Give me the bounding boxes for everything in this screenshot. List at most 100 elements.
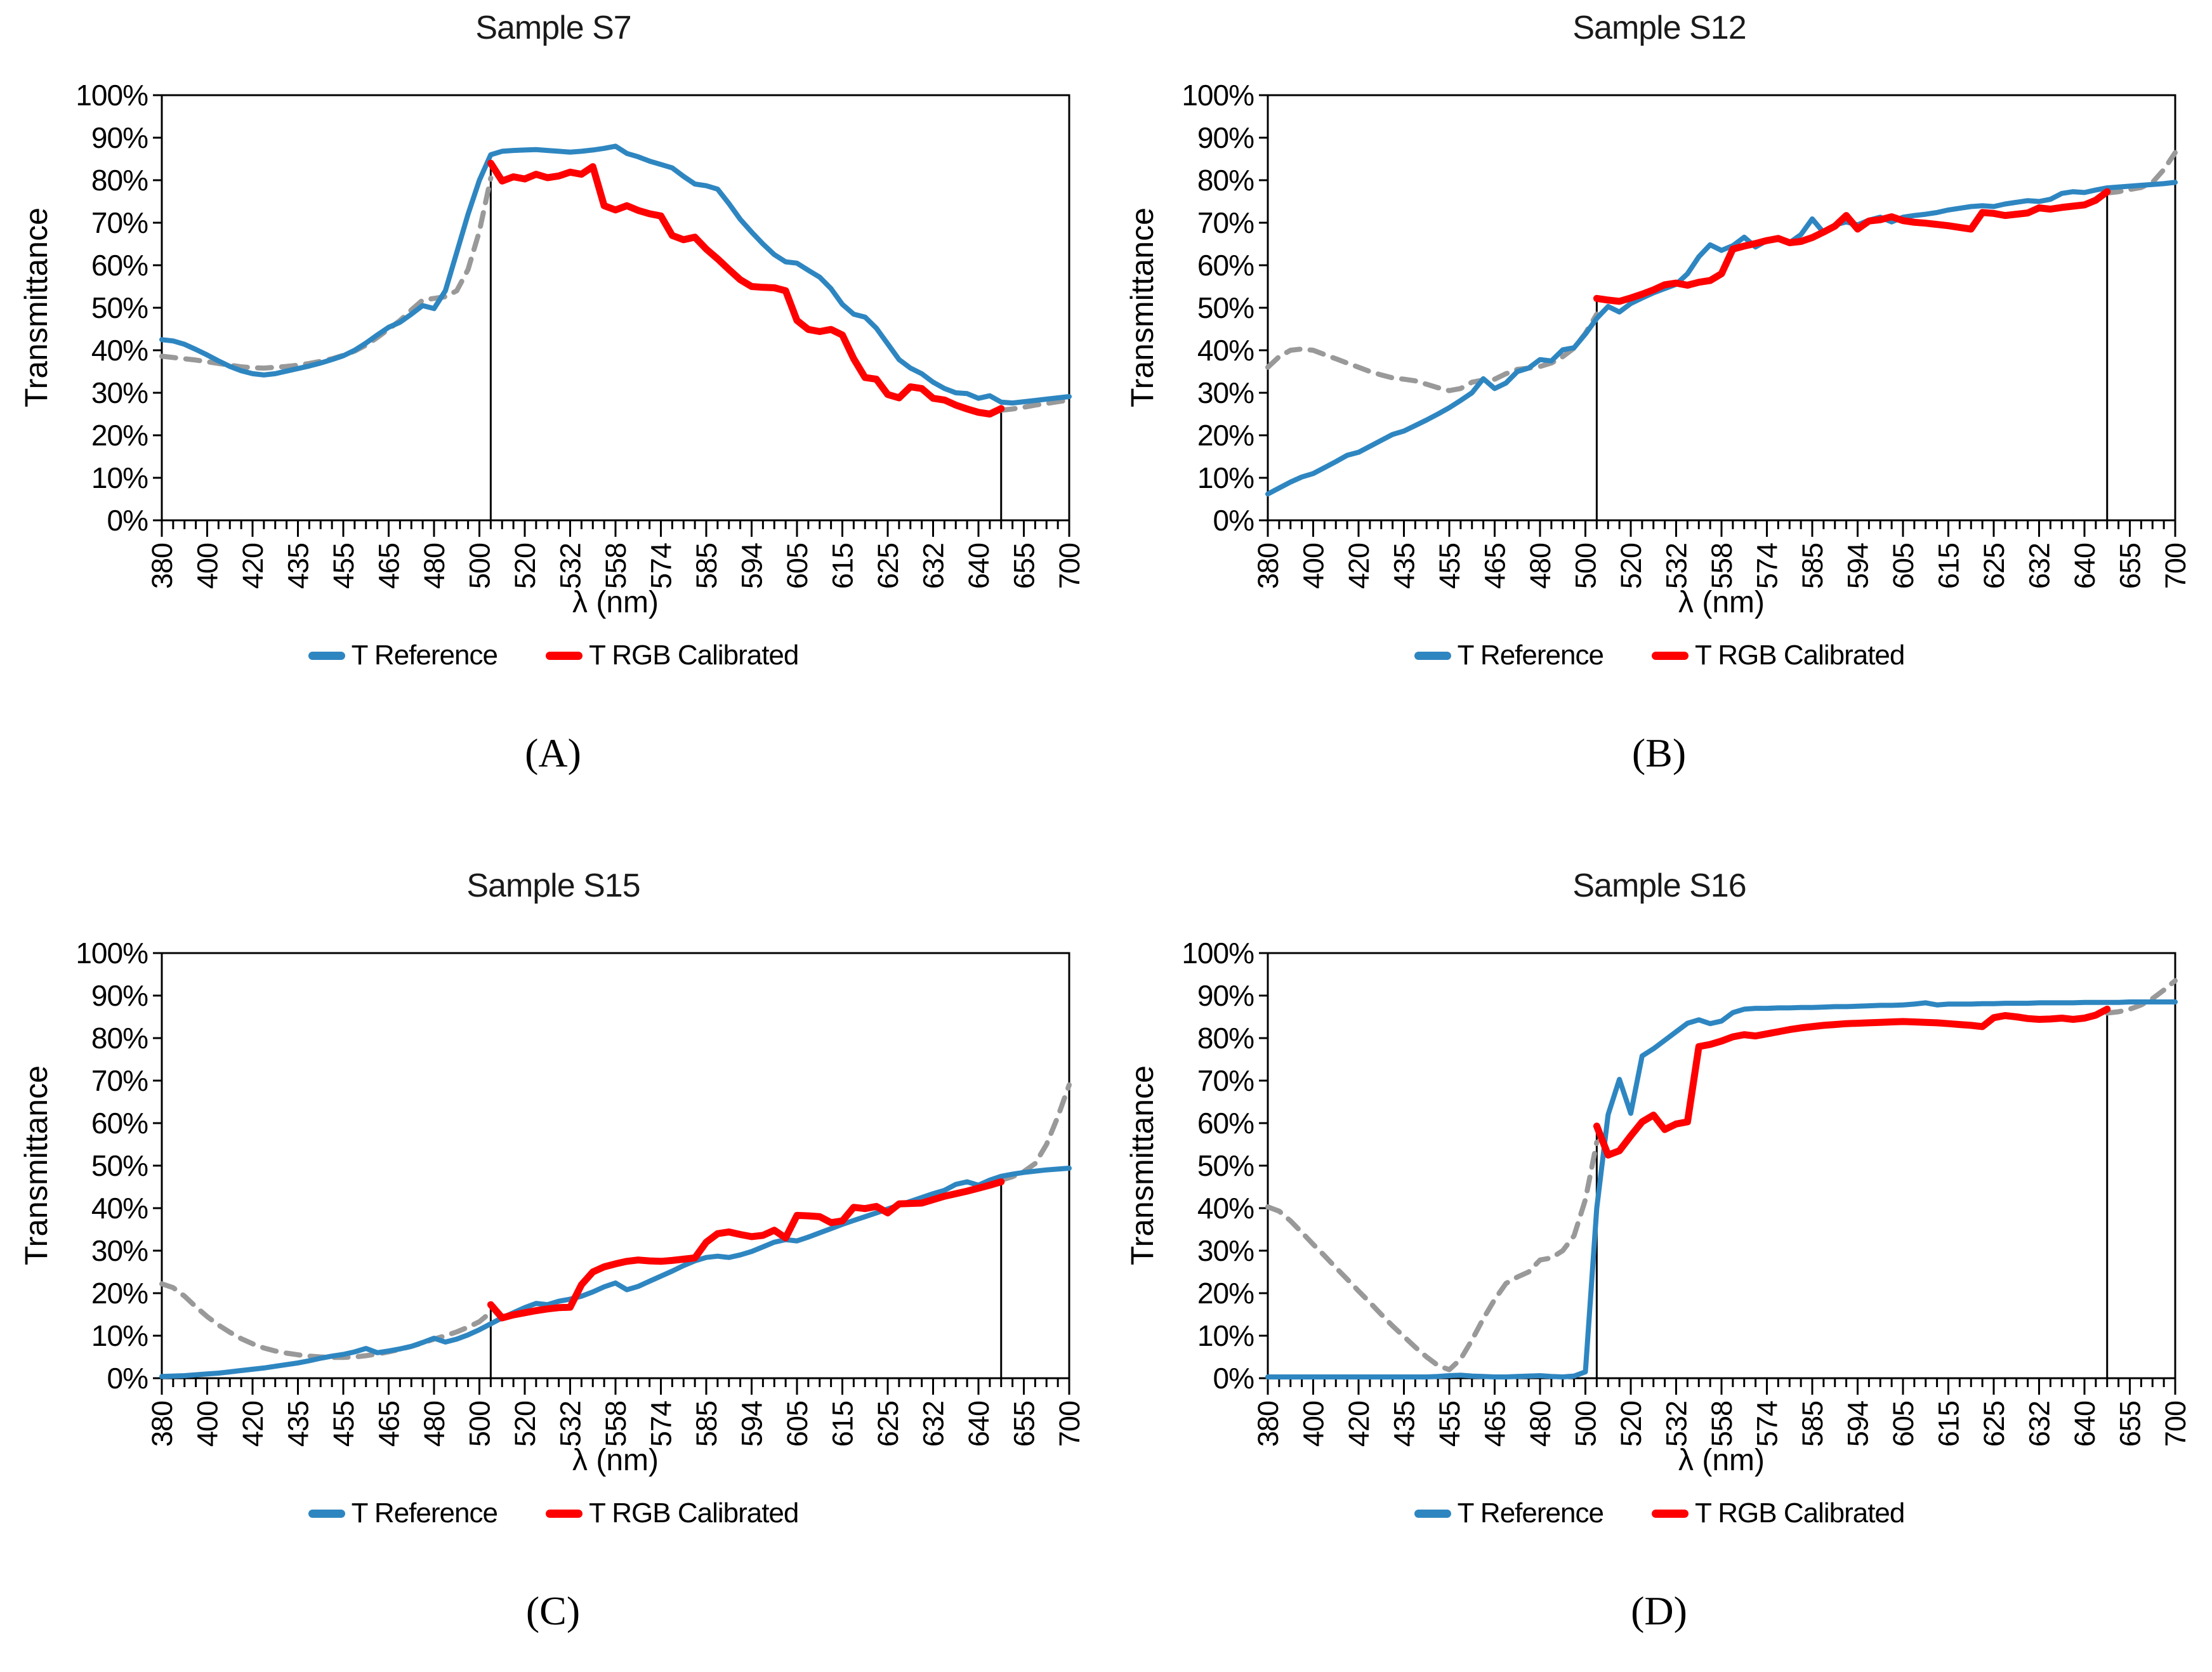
svg-text:70%: 70% [91,206,148,239]
svg-text:500: 500 [1570,1401,1602,1447]
plot-svg: 0% 10% 20% 30% 40% 50% 60% 70% 80% 90% 100% 380 400 4… [1182,79,2192,589]
svg-text:655: 655 [1008,1401,1041,1447]
chart-panel-c: Sample S15 Transmittance 0% 10% 20% 30% 40% 5… [0,858,1106,1672]
x-axis-label: λ (nm) [572,1444,659,1477]
panel-caption: (A) [525,730,581,775]
plot-svg: 0% 10% 20% 30% 40% 50% 60% 70% 80% 90% 100% 380 400 4… [76,79,1086,589]
calibrated-line-swatch-icon [1651,651,1689,660]
svg-text:100%: 100% [1182,937,1254,970]
chart-title: Sample S15 [466,867,640,904]
svg-text:625: 625 [872,543,904,589]
svg-text:80%: 80% [91,164,148,197]
legend-label: T RGB Calibrated [1694,640,1905,671]
svg-text:380: 380 [1252,543,1284,589]
svg-text:90%: 90% [91,121,148,154]
svg-text:615: 615 [827,543,859,589]
legend-label: T Reference [351,1498,498,1529]
svg-text:640: 640 [2069,1401,2101,1447]
x-axis-label: λ (nm) [1678,586,1765,619]
legend-item-reference: T Reference [1414,640,1604,671]
legend-item-calibrated: T RGB Calibrated [545,1498,799,1529]
svg-text:465: 465 [373,1401,405,1447]
svg-text:480: 480 [418,543,451,589]
svg-text:100%: 100% [1182,79,1254,112]
svg-text:594: 594 [1842,543,1874,589]
svg-text:435: 435 [282,543,315,589]
svg-text:532: 532 [555,1401,587,1447]
legend: T Reference T RGB Calibrated [1206,640,2113,671]
reference-line-swatch-icon [1414,651,1451,660]
svg-text:558: 558 [600,1401,632,1447]
svg-text:0%: 0% [1213,1362,1254,1395]
svg-text:480: 480 [1524,1401,1557,1447]
legend: T Reference T RGB Calibrated [1206,1498,2113,1529]
svg-text:480: 480 [1524,543,1557,589]
svg-text:420: 420 [237,1401,269,1447]
svg-text:465: 465 [1479,543,1511,589]
svg-text:30%: 30% [1197,376,1254,409]
chart-title: Sample S12 [1572,10,1746,46]
svg-text:80%: 80% [1197,164,1254,197]
svg-text:615: 615 [827,1401,859,1447]
svg-text:585: 585 [1796,1401,1829,1447]
svg-text:90%: 90% [1197,979,1254,1012]
svg-text:655: 655 [1008,543,1041,589]
legend-item-calibrated: T RGB Calibrated [1651,640,1905,671]
calibrated-line-swatch-icon [545,651,583,660]
legend-label: T Reference [1457,640,1604,671]
panel-caption: (D) [1631,1588,1687,1633]
svg-text:60%: 60% [1197,249,1254,282]
svg-text:632: 632 [2024,1401,2056,1447]
svg-text:700: 700 [1053,543,1086,589]
reference-line-swatch-icon [308,1509,345,1518]
legend: T Reference T RGB Calibrated [100,1498,1007,1529]
legend: T Reference T RGB Calibrated [100,640,1007,671]
svg-text:0%: 0% [1213,504,1254,537]
legend-item-reference: T Reference [308,1498,498,1529]
svg-text:10%: 10% [1197,461,1254,494]
svg-text:594: 594 [736,543,768,589]
reference-line-swatch-icon [308,651,345,660]
svg-text:465: 465 [373,543,405,589]
legend-label: T Reference [1457,1498,1604,1529]
svg-text:632: 632 [918,1401,950,1447]
svg-text:50%: 50% [91,1149,148,1182]
svg-text:520: 520 [1615,543,1647,589]
panel-caption: (C) [525,1588,581,1633]
svg-text:10%: 10% [91,1319,148,1352]
calibrated-line-swatch-icon [545,1509,583,1518]
chart-title: Sample S16 [1572,867,1746,904]
svg-text:90%: 90% [91,979,148,1012]
svg-text:632: 632 [918,543,950,589]
x-axis-label: λ (nm) [1678,1444,1765,1477]
svg-text:655: 655 [2114,1401,2147,1447]
svg-text:640: 640 [963,543,995,589]
svg-text:605: 605 [781,1401,813,1447]
svg-text:100%: 100% [76,79,148,112]
svg-text:40%: 40% [1197,1192,1254,1225]
legend-item-calibrated: T RGB Calibrated [1651,1498,1905,1529]
svg-text:455: 455 [327,1401,360,1447]
svg-text:532: 532 [555,543,587,589]
plot-svg: 0% 10% 20% 30% 40% 50% 60% 70% 80% 90% 100% 380 400 4… [76,937,1086,1447]
x-axis-label: λ (nm) [572,586,659,619]
svg-text:700: 700 [1053,1401,1086,1447]
svg-text:420: 420 [1343,543,1375,589]
svg-text:60%: 60% [91,249,148,282]
svg-text:60%: 60% [1197,1107,1254,1140]
svg-text:500: 500 [464,543,496,589]
svg-text:700: 700 [2159,1401,2192,1447]
svg-text:520: 520 [509,543,541,589]
svg-text:50%: 50% [1197,1149,1254,1182]
svg-text:10%: 10% [1197,1319,1254,1352]
svg-text:400: 400 [1298,1401,1330,1447]
svg-text:594: 594 [736,1401,768,1447]
svg-text:10%: 10% [91,461,148,494]
svg-text:632: 632 [2024,543,2056,589]
svg-text:380: 380 [146,1401,178,1447]
svg-text:380: 380 [1252,1401,1284,1447]
svg-text:615: 615 [1933,1401,1965,1447]
svg-text:605: 605 [1887,1401,1919,1447]
svg-text:700: 700 [2159,543,2192,589]
svg-text:574: 574 [645,1401,678,1447]
